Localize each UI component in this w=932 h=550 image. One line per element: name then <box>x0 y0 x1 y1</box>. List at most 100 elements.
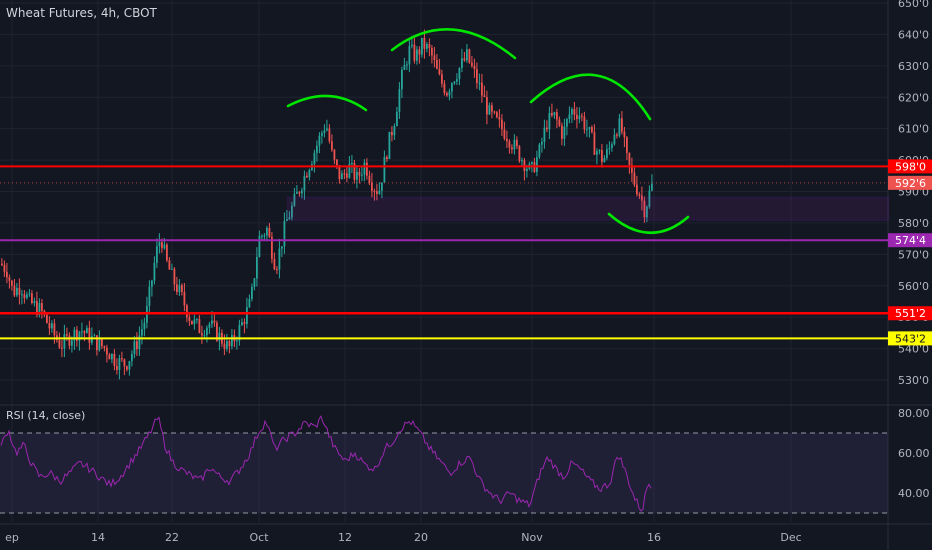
candle-body <box>48 323 51 329</box>
candle-body <box>123 359 126 367</box>
candle-body <box>618 118 621 136</box>
candle-body <box>603 157 606 163</box>
candle-body <box>173 268 176 285</box>
candle-body <box>501 119 503 130</box>
candle-body <box>118 358 121 370</box>
candle-body <box>328 128 331 142</box>
rsi-title: RSI (14, close) <box>6 409 86 422</box>
candle-body <box>531 162 533 164</box>
candle-body <box>468 49 471 63</box>
candle-body <box>586 129 588 131</box>
candle-body <box>266 228 268 236</box>
candle-body <box>543 127 546 142</box>
candle-body <box>551 112 553 116</box>
candle-body <box>108 354 111 360</box>
candle-body <box>53 323 56 336</box>
neckline-bounce-arc <box>607 212 690 235</box>
candle-body <box>18 287 21 295</box>
candle-body <box>318 135 321 146</box>
candle-body <box>388 131 391 159</box>
candle-body <box>253 278 256 287</box>
candle-body <box>131 354 133 362</box>
candle-body <box>561 125 563 139</box>
candle-body <box>521 160 523 162</box>
candle-body <box>166 244 168 261</box>
candle-body <box>446 93 448 96</box>
price-tick-label: 640'0 <box>898 28 929 41</box>
candle-body <box>356 171 358 180</box>
candle-body <box>343 173 346 175</box>
candle-body <box>591 127 593 133</box>
candle-body <box>456 79 458 82</box>
candle-body <box>241 322 243 326</box>
candle-body <box>321 133 323 136</box>
candle-body <box>391 131 393 136</box>
time-tick-label: 14 <box>91 531 105 544</box>
candle-body <box>351 163 353 165</box>
candle-body <box>451 83 453 92</box>
candle-body <box>621 118 623 132</box>
time-tick-label: ep <box>5 531 19 544</box>
rsi-tick-label: 80.00 <box>898 407 930 420</box>
candle-body <box>81 331 83 333</box>
candle-body <box>421 37 423 55</box>
candle-body <box>271 236 273 259</box>
price-tick-label: 530'0 <box>898 374 929 387</box>
price-label-text: 574'4 <box>895 234 926 247</box>
price-label-badge-support <box>888 331 932 346</box>
candle-body <box>26 294 28 298</box>
candle-body <box>476 69 478 84</box>
price-tick-label: 620'0 <box>898 91 929 104</box>
candle-body <box>51 323 53 329</box>
rsi-series <box>0 415 652 512</box>
candle-body <box>61 347 63 349</box>
time-tick-label: Dec <box>780 531 801 544</box>
candle-body <box>28 293 31 295</box>
candle-body <box>403 64 406 70</box>
candle-body <box>483 95 486 98</box>
time-tick-label: 16 <box>647 531 661 544</box>
candle-body <box>93 335 96 337</box>
candle-body <box>103 346 106 348</box>
candle-body <box>143 322 146 330</box>
demand-zone <box>286 196 890 222</box>
candle-body <box>378 190 381 194</box>
candle-body <box>563 126 566 139</box>
time-tick-label: 22 <box>165 531 179 544</box>
candle-body <box>116 366 118 370</box>
candle-body <box>568 114 571 120</box>
price-tick-label: 580'0 <box>898 217 929 230</box>
candle-body <box>181 285 183 292</box>
candle-body <box>246 307 248 324</box>
candle-body <box>193 319 196 325</box>
candle-body <box>301 190 303 194</box>
time-tick-label: Oct <box>249 531 269 544</box>
candle-body <box>366 162 368 176</box>
candle-body <box>96 335 98 351</box>
candle-body <box>251 286 253 299</box>
candle-body <box>406 64 408 66</box>
candle-body <box>218 332 221 341</box>
candle-body <box>553 112 556 116</box>
candle-body <box>136 341 138 350</box>
price-tick-label: 610'0 <box>898 123 929 136</box>
candle-body <box>46 314 48 324</box>
candle-body <box>16 287 18 296</box>
candle-body <box>423 37 426 49</box>
price-tick-label: 540'0 <box>898 343 929 356</box>
price-label-text: 551'2 <box>895 307 926 320</box>
candle-body <box>98 338 101 351</box>
candle-body <box>516 139 518 147</box>
candle-body <box>186 305 188 318</box>
candle-body <box>496 112 498 118</box>
candle-body <box>6 271 8 278</box>
candle-body <box>513 139 516 150</box>
demand-zone-rect <box>286 196 890 222</box>
rsi-tick-label: 40.00 <box>898 487 930 500</box>
axes: 650'0640'0630'0620'0610'0600'0590'0580'0… <box>5 0 932 544</box>
candle-body <box>588 127 591 130</box>
candle-body <box>346 173 348 178</box>
candle-body <box>83 331 86 334</box>
candle-body <box>213 320 216 323</box>
